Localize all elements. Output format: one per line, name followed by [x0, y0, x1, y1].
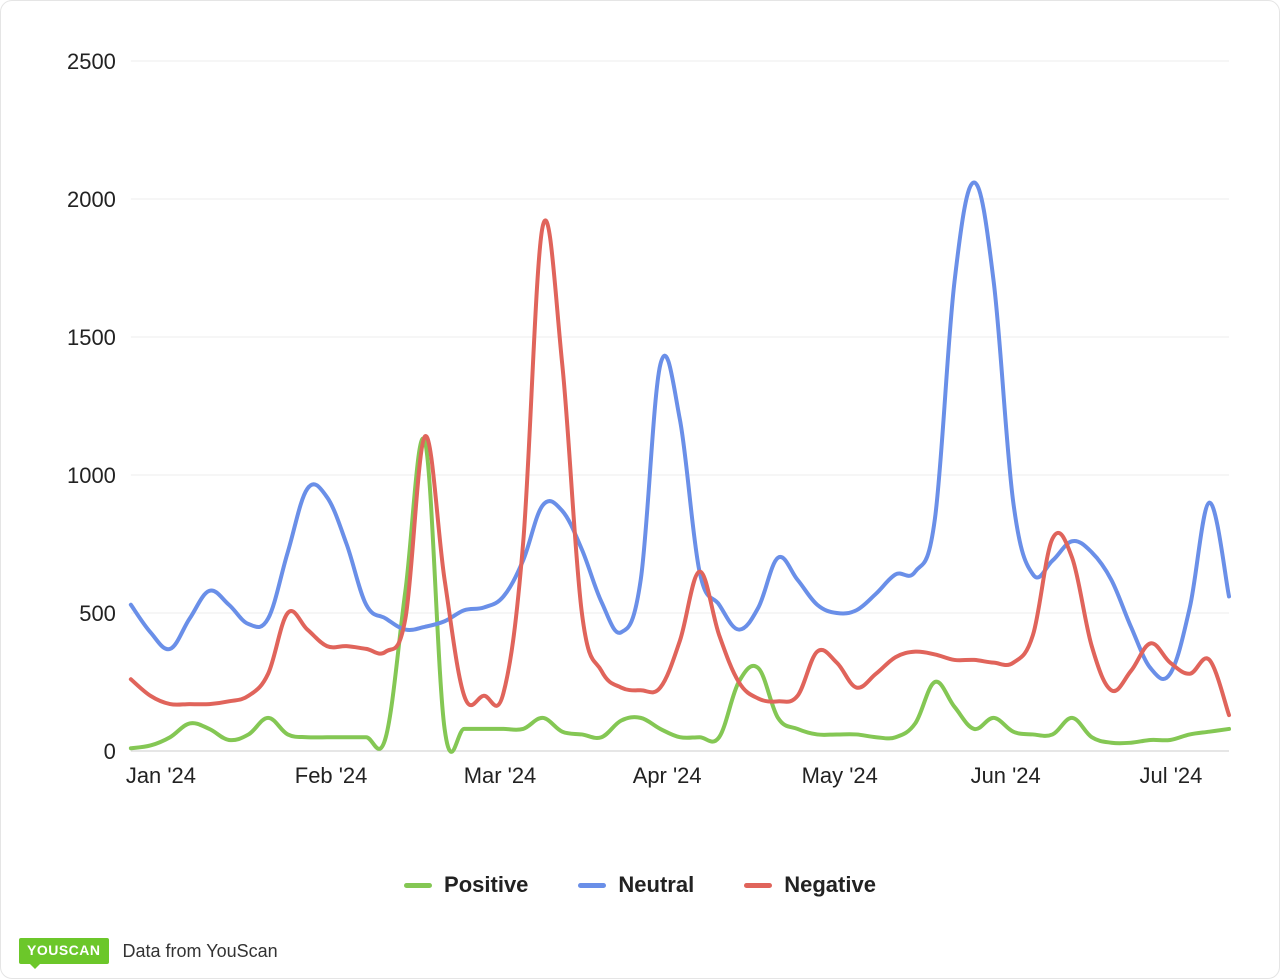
legend-item-neutral[interactable]: Neutral [578, 872, 694, 898]
y-tick-label: 1000 [67, 463, 116, 488]
legend-swatch [404, 883, 432, 888]
y-tick-label: 2000 [67, 187, 116, 212]
series-positive [131, 439, 1229, 752]
legend-label: Neutral [618, 872, 694, 898]
x-tick-label: Jun '24 [971, 763, 1041, 788]
legend-label: Positive [444, 872, 528, 898]
series-negative [131, 220, 1229, 715]
x-tick-label: May '24 [802, 763, 878, 788]
youscan-logo: YOUSCAN [19, 938, 109, 964]
x-tick-label: Apr '24 [633, 763, 702, 788]
x-tick-label: Jan '24 [126, 763, 196, 788]
x-tick-label: Feb '24 [295, 763, 368, 788]
legend-swatch [578, 883, 606, 888]
legend-item-negative[interactable]: Negative [744, 872, 876, 898]
footer: YOUSCAN Data from YouScan [19, 938, 278, 964]
chart-area: 0 500 1000 1500 2000 2500 Jan '24 Feb '24 Mar '… [41, 51, 1239, 871]
chart-card: 0 500 1000 1500 2000 2500 Jan '24 Feb '24 Mar '… [0, 0, 1280, 979]
legend-label: Negative [784, 872, 876, 898]
y-tick-label: 500 [79, 601, 116, 626]
series-neutral [131, 182, 1229, 679]
y-tick-label: 0 [104, 739, 116, 764]
y-tick-label: 2500 [67, 51, 116, 74]
legend-item-positive[interactable]: Positive [404, 872, 528, 898]
x-tick-label: Jul '24 [1140, 763, 1203, 788]
y-tick-label: 1500 [67, 325, 116, 350]
sentiment-line-chart: 0 500 1000 1500 2000 2500 Jan '24 Feb '24 Mar '… [41, 51, 1239, 871]
legend: Positive Neutral Negative [1, 872, 1279, 898]
x-tick-label: Mar '24 [464, 763, 537, 788]
legend-swatch [744, 883, 772, 888]
footer-text: Data from YouScan [123, 941, 278, 962]
